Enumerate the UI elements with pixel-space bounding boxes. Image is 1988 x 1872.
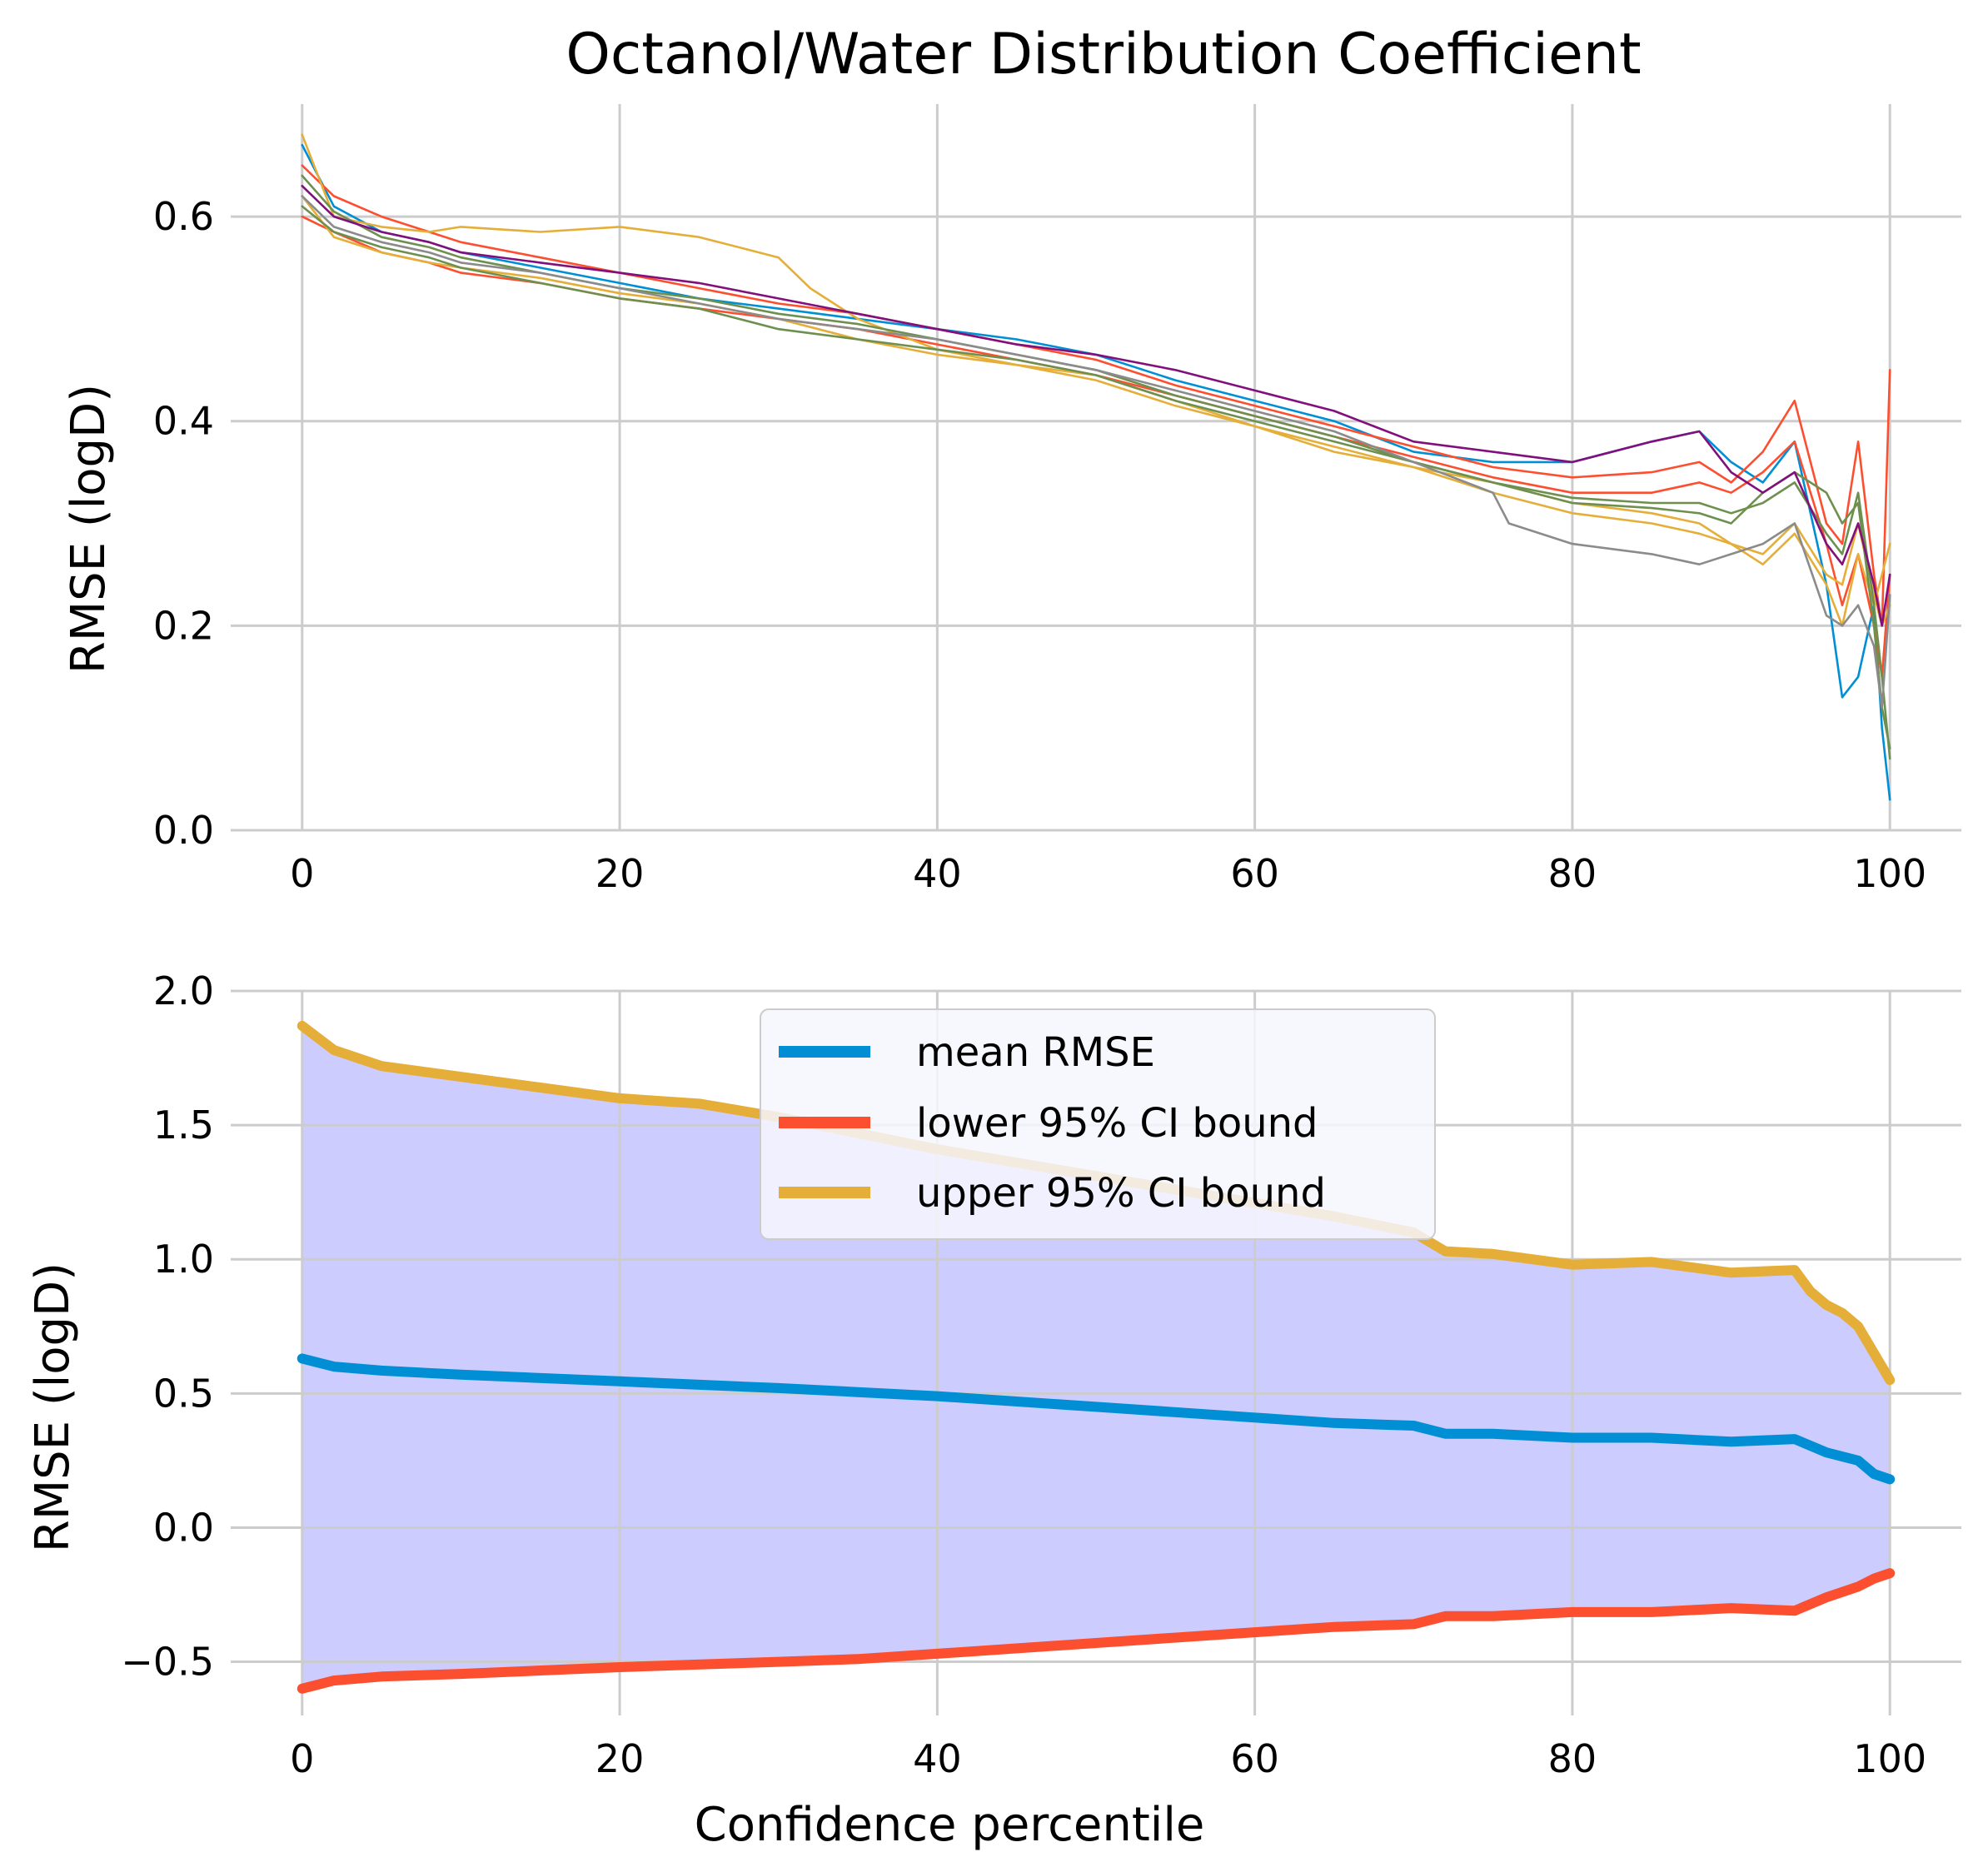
legend-label-lower-ci: lower 95% CI bound: [916, 1100, 1318, 1147]
top-y-tick-label: 0.0: [153, 808, 214, 853]
top-series-line-0: [301, 143, 1891, 801]
top-x-tick-label: 60: [1230, 851, 1279, 896]
legend-label-mean-rmse: mean RMSE: [916, 1029, 1155, 1076]
top-series-line-7: [301, 185, 1891, 627]
top-y-tick-labels: 0.0 0.2 0.4 0.6: [153, 194, 214, 853]
top-x-tick-labels: 0 20 40 60 80 100: [290, 851, 1926, 896]
chart-title: Octanol/Water Distribution Coefficient: [566, 22, 1641, 87]
top-x-tick-label: 40: [913, 851, 962, 896]
top-y-axis-label: RMSE (logD): [62, 384, 116, 674]
bottom-y-tick-label: 0.5: [153, 1371, 214, 1416]
top-y-tick-label: 0.6: [153, 194, 214, 239]
top-y-tick-label: 0.4: [153, 399, 214, 444]
top-series-line-6: [301, 205, 1891, 760]
bottom-y-tick-label: 1.0: [153, 1237, 214, 1282]
top-x-tick-label: 20: [595, 851, 645, 896]
ci-fill-area: [301, 1025, 1891, 1689]
bottom-x-tick-label: 40: [913, 1736, 962, 1781]
top-series-line-1: [301, 164, 1891, 627]
top-x-tick-label: 100: [1853, 851, 1926, 896]
top-series-line-2: [301, 215, 1891, 679]
bottom-y-tick-labels: −0.5 0.0 0.5 1.0 1.5 2.0: [121, 968, 214, 1685]
bottom-y-tick-label: 2.0: [153, 968, 214, 1013]
bottom-x-tick-label: 0: [290, 1736, 314, 1781]
bottom-x-tick-label: 20: [595, 1736, 645, 1781]
chart-bottom: 0 20 40 60 80 100 −0.5 0.0 0.5 1.0 1.5 2.0 RMSE (l…: [26, 968, 1961, 1852]
top-series-line-4: [301, 195, 1891, 627]
bottom-x-tick-label: 80: [1548, 1736, 1597, 1781]
bottom-y-tick-label: 0.0: [153, 1505, 214, 1550]
legend: mean RMSE lower 95% CI bound upper 95% C…: [760, 1008, 1436, 1240]
top-grid: [231, 104, 1961, 832]
bottom-y-tick-label: −0.5: [121, 1640, 214, 1685]
chart-top: Octanol/Water Distribution Coefficient 0…: [62, 22, 1961, 896]
bottom-y-axis-label: RMSE (logD): [26, 1262, 80, 1552]
bottom-x-axis-label: Confidence percentile: [695, 1798, 1205, 1852]
legend-label-upper-ci: upper 95% CI bound: [916, 1170, 1326, 1217]
top-x-tick-label: 80: [1548, 851, 1597, 896]
top-y-tick-label: 0.2: [153, 603, 214, 648]
bottom-x-tick-labels: 0 20 40 60 80 100: [290, 1736, 1926, 1781]
top-series-layer: [301, 133, 1891, 801]
bottom-series-line-1: [296, 1568, 1896, 1694]
bottom-x-tick-label: 60: [1230, 1736, 1279, 1781]
bottom-y-tick-label: 1.5: [153, 1103, 214, 1148]
legend-frame: [760, 1008, 1436, 1240]
top-series-line-8: [301, 195, 1891, 709]
bottom-series-line-0: [296, 1353, 1896, 1485]
top-x-tick-label: 0: [290, 851, 314, 896]
bottom-x-tick-label: 100: [1853, 1736, 1926, 1781]
